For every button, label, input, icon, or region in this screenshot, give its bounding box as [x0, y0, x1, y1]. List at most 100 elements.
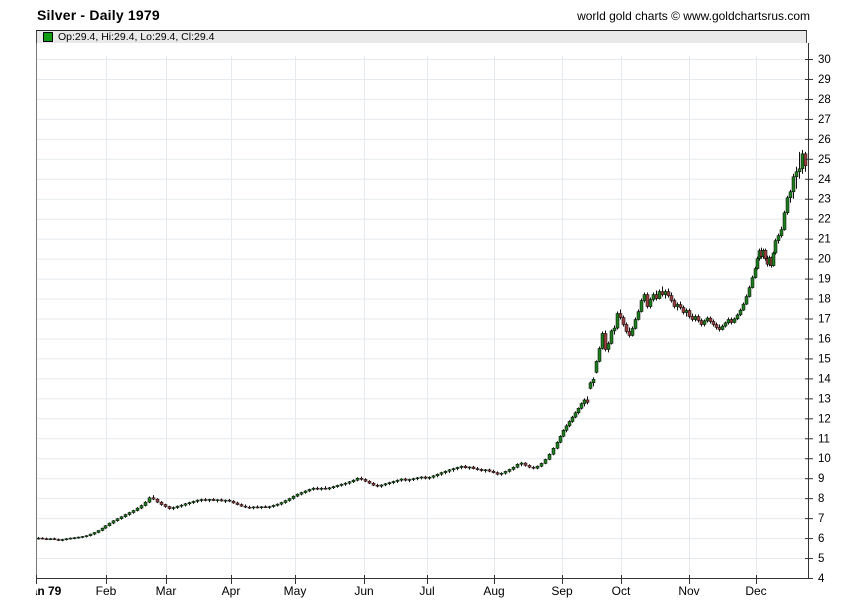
candle-body: [687, 310, 692, 317]
candle-body: [785, 197, 790, 213]
candle: [359, 476, 364, 481]
candle-body: [642, 294, 647, 301]
candle-body: [231, 500, 236, 504]
candle: [672, 298, 677, 309]
x-tick-label: Sep: [551, 584, 573, 598]
candle: [379, 484, 384, 488]
candle-body: [347, 481, 352, 484]
y-tick-label: 22: [818, 214, 831, 226]
candle-body: [127, 512, 132, 515]
candle: [431, 474, 436, 479]
candle-body: [68, 537, 73, 540]
candle-body: [187, 502, 192, 504]
candle-body: [163, 504, 168, 507]
candle: [115, 518, 120, 522]
candle: [555, 441, 560, 450]
candle-body: [551, 448, 556, 455]
candle-body: [287, 498, 292, 501]
candle: [738, 308, 743, 317]
candle-body: [519, 462, 524, 465]
candle-body: [215, 499, 220, 502]
candle: [291, 495, 296, 500]
candle-body: [726, 319, 731, 324]
y-tick-label: 16: [818, 333, 831, 345]
candle-body: [419, 476, 424, 479]
candle: [523, 462, 528, 467]
candle: [791, 173, 796, 199]
candle-body: [666, 291, 671, 296]
candle-body: [669, 295, 674, 301]
candle: [771, 251, 776, 267]
candle-body: [44, 538, 49, 540]
candle-body: [779, 229, 784, 236]
y-tick-label: 8: [818, 493, 824, 505]
candle: [259, 506, 264, 510]
candle: [636, 309, 641, 321]
candle-body: [56, 539, 61, 541]
candle-body: [621, 317, 626, 325]
candle-body: [179, 504, 184, 507]
candle: [735, 313, 740, 321]
candle: [702, 319, 707, 327]
candle: [231, 500, 236, 504]
candle: [531, 465, 536, 470]
candle: [800, 149, 805, 174]
candle-body: [672, 300, 677, 307]
candle: [267, 505, 272, 509]
candle: [564, 424, 569, 433]
candle: [451, 467, 456, 472]
candle-body: [439, 472, 444, 475]
x-tick-label: Mar: [156, 584, 177, 598]
candle-body: [88, 533, 93, 536]
candle-body: [207, 499, 212, 501]
candle: [315, 486, 320, 491]
candle-body: [323, 487, 328, 490]
candle: [283, 499, 288, 504]
candle: [311, 487, 316, 491]
candle-body: [407, 479, 412, 481]
candle: [747, 285, 752, 298]
candle-body: [702, 320, 707, 325]
candle: [753, 266, 758, 279]
candle-body: [111, 520, 116, 524]
candle-body: [744, 296, 749, 305]
candle: [609, 329, 614, 345]
candle: [219, 498, 224, 502]
candle: [96, 530, 101, 534]
candle-body: [387, 482, 392, 485]
candle-body: [383, 483, 388, 486]
page-title: Silver - Daily 1979: [37, 7, 160, 23]
candle-body: [107, 522, 112, 526]
candle: [515, 463, 520, 469]
candle-body: [771, 252, 776, 266]
candle-body: [203, 499, 208, 501]
candle-body: [515, 463, 520, 468]
candle-body: [239, 504, 244, 507]
candle: [303, 490, 308, 494]
candle: [651, 292, 656, 302]
candle-body: [379, 484, 384, 487]
candle: [423, 475, 428, 480]
candle-body: [311, 487, 316, 490]
candle-body: [579, 403, 584, 409]
candle-body: [791, 176, 796, 192]
candle: [591, 377, 596, 387]
candle: [467, 466, 472, 470]
y-tick-label: 21: [818, 234, 831, 246]
candle-body: [183, 503, 188, 506]
candle: [351, 479, 356, 483]
candle-body: [235, 502, 240, 505]
candle: [375, 483, 380, 488]
candle-body: [720, 325, 725, 330]
y-tick-label: 11: [818, 433, 830, 445]
candle: [507, 468, 512, 473]
candle-body: [84, 535, 89, 537]
candle-body: [123, 514, 128, 517]
candle: [630, 326, 635, 337]
candle-body: [531, 466, 536, 469]
candle-body: [576, 408, 581, 413]
axes: [36, 43, 809, 579]
candle-body: [723, 322, 728, 327]
candle: [732, 317, 737, 324]
candle-body: [507, 469, 512, 472]
